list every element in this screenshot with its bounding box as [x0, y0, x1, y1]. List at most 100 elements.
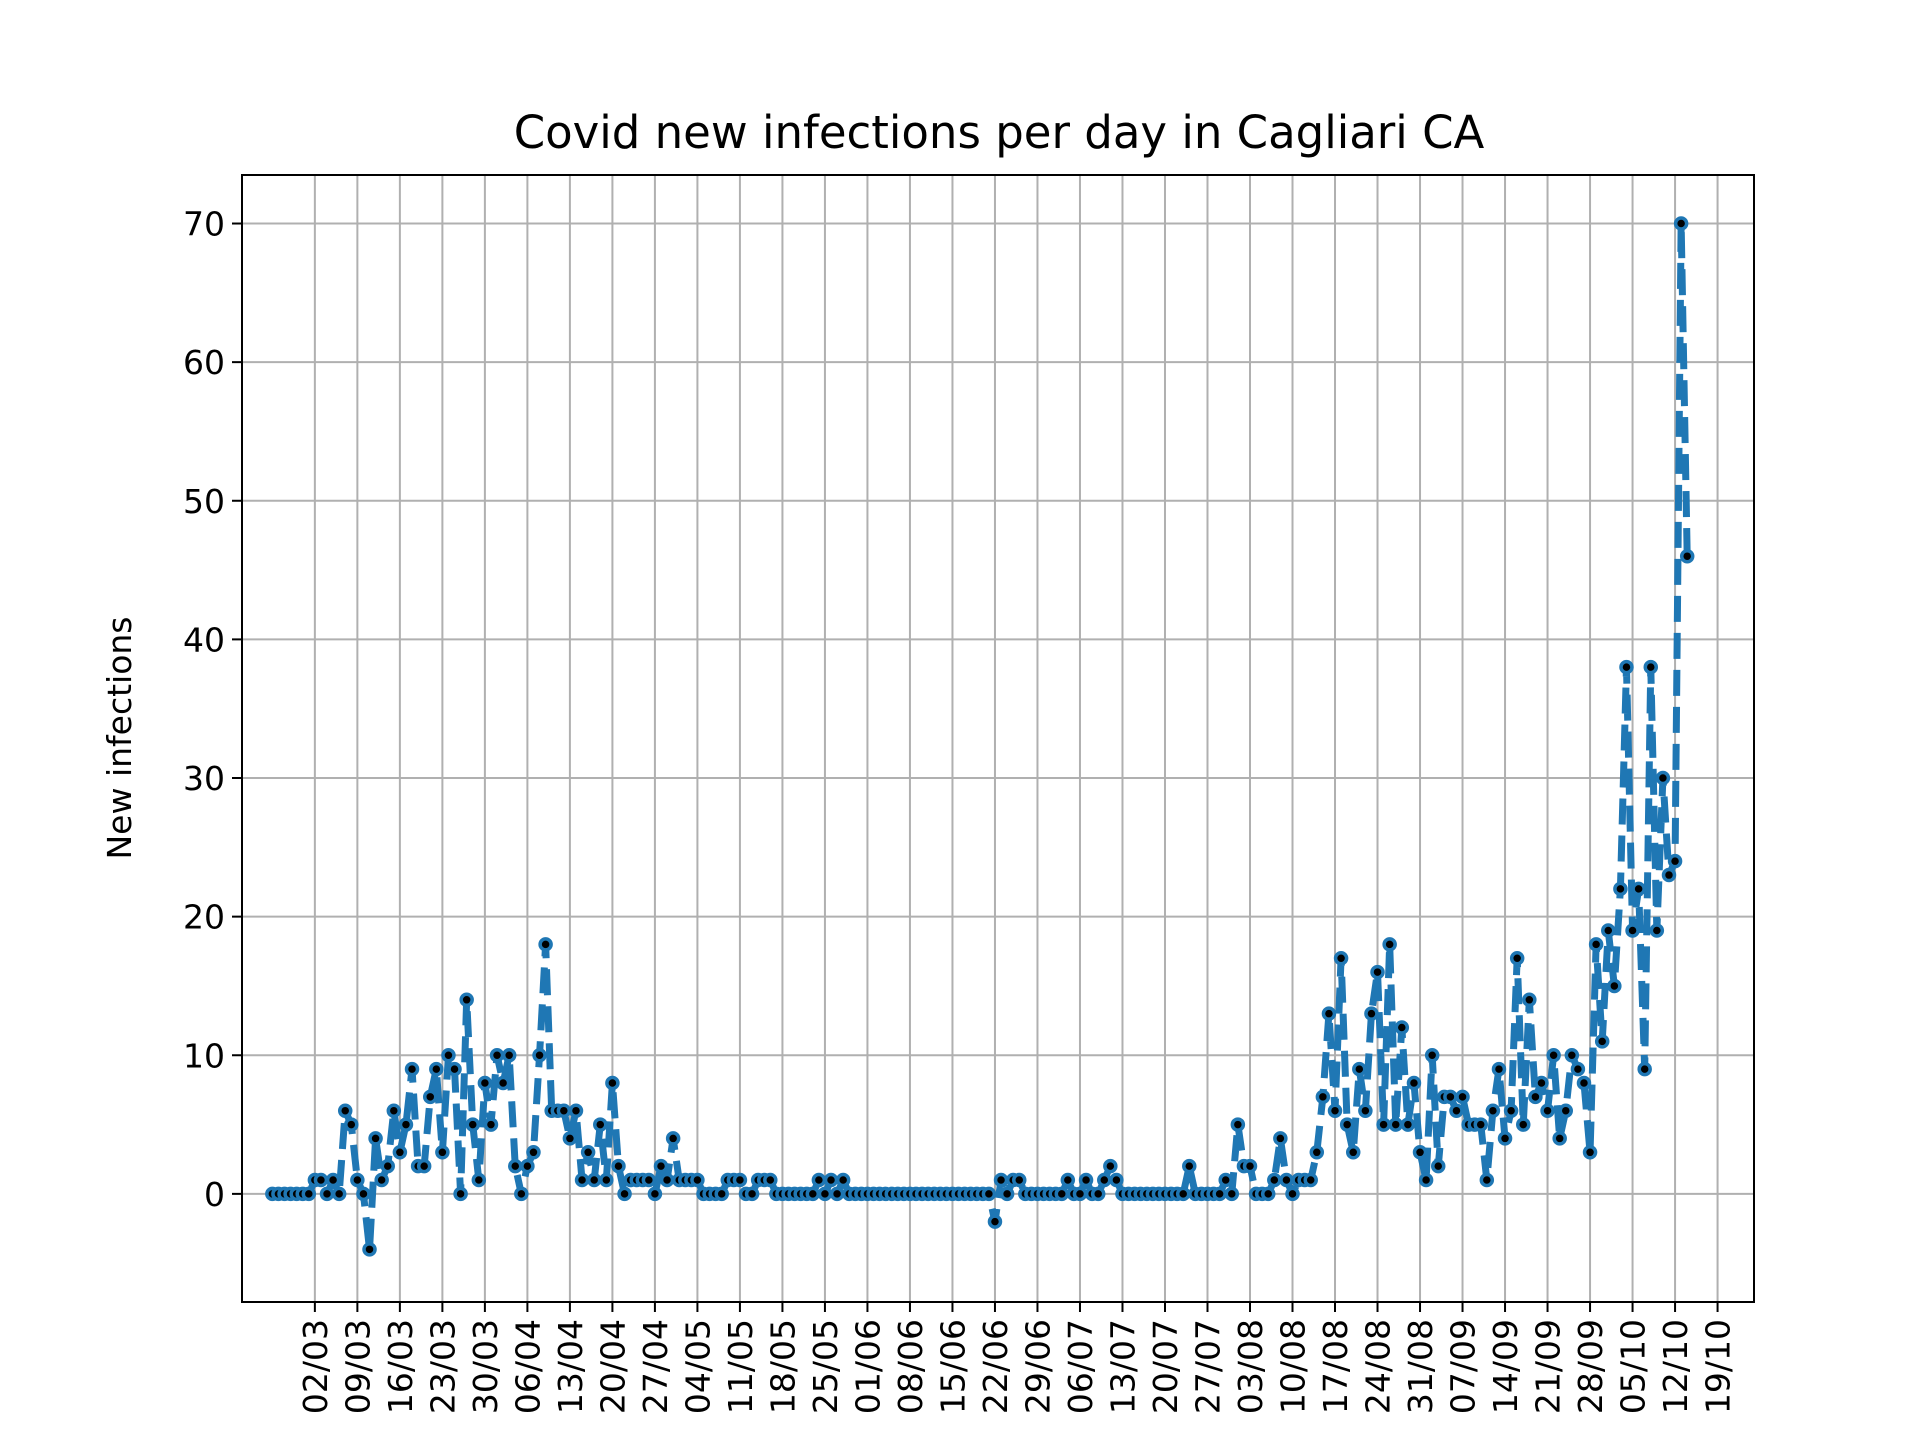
data-point [1412, 1145, 1428, 1160]
data-point [1491, 1061, 1507, 1077]
data-point [1273, 1131, 1288, 1146]
data-point [1218, 1172, 1233, 1188]
data-point [1552, 1131, 1567, 1146]
data-point [1406, 1075, 1422, 1091]
y-tick-label: 50 [183, 482, 225, 521]
data-point [1534, 1075, 1549, 1091]
data-point [763, 1172, 778, 1188]
data-point [1358, 1103, 1373, 1118]
x-tick-label: 27/07 [1188, 1319, 1227, 1414]
x-tick-label: 29/06 [1018, 1319, 1057, 1414]
data-point [538, 937, 553, 952]
data-point [605, 1075, 620, 1091]
data-point [1588, 937, 1604, 952]
x-tick-label: 10/08 [1274, 1319, 1313, 1414]
data-point [1418, 1172, 1434, 1188]
data-point [477, 1075, 493, 1091]
data-point [568, 1103, 584, 1118]
x-tick-label: 01/06 [848, 1319, 887, 1414]
data-point [823, 1172, 839, 1188]
data-point [453, 1186, 468, 1202]
data-point [520, 1158, 535, 1174]
data-point [337, 1103, 353, 1118]
x-tick-label: 13/04 [551, 1319, 590, 1414]
chart-title: Covid new infections per day in Cagliari… [514, 106, 1485, 159]
data-point [1260, 1186, 1276, 1202]
y-tick-label: 30 [183, 759, 225, 798]
x-tick-label: 05/10 [1614, 1319, 1653, 1414]
data-point [993, 1172, 1009, 1188]
x-tick-label: 24/08 [1359, 1319, 1398, 1414]
data-point [1285, 1186, 1300, 1202]
data-point [489, 1048, 505, 1063]
data-point [1430, 1158, 1446, 1174]
data-point [1230, 1117, 1246, 1132]
data-point [1054, 1186, 1070, 1202]
data-point [1546, 1048, 1561, 1063]
x-tick-label: 20/07 [1146, 1319, 1185, 1414]
data-point [1479, 1172, 1495, 1188]
data-point [1576, 1075, 1592, 1091]
x-tick-label: 06/04 [508, 1319, 547, 1414]
data-point [805, 1186, 821, 1202]
data-point [1352, 1061, 1367, 1077]
data-point [1594, 1034, 1610, 1049]
data-point [368, 1131, 383, 1146]
data-point [1090, 1186, 1106, 1202]
series-markers [265, 216, 1695, 1257]
data-point [483, 1117, 499, 1132]
data-point [811, 1172, 827, 1188]
data-point [999, 1186, 1015, 1202]
grid [242, 175, 1754, 1302]
x-tick-label: 14/09 [1486, 1319, 1525, 1414]
data-point [641, 1172, 657, 1188]
y-tick-label: 10 [183, 1036, 225, 1075]
data-point [1625, 923, 1640, 938]
data-point [1655, 770, 1671, 786]
data-point [1060, 1172, 1076, 1188]
x-tick-label: 21/09 [1529, 1319, 1568, 1414]
data-point [1224, 1186, 1240, 1202]
data-point [1673, 216, 1689, 231]
data-point [1388, 1117, 1403, 1132]
data-point [313, 1172, 329, 1188]
data-point [714, 1186, 729, 1202]
x-tick-label: 25/05 [806, 1319, 845, 1414]
data-point [380, 1158, 395, 1174]
data-point [514, 1186, 529, 1202]
x-tick-label: 18/05 [763, 1319, 802, 1414]
data-point [1503, 1103, 1519, 1118]
data-point [556, 1103, 572, 1118]
data-point [1473, 1117, 1488, 1132]
data-point [835, 1172, 851, 1188]
x-tick-label: 03/08 [1231, 1319, 1270, 1414]
data-point [1497, 1131, 1513, 1146]
data-point [1637, 1061, 1652, 1077]
data-point [1631, 881, 1646, 897]
data-point [665, 1131, 681, 1146]
data-point [1400, 1117, 1416, 1132]
y-tick-label: 60 [183, 343, 225, 382]
data-point [1339, 1117, 1355, 1132]
x-tick-label: 11/05 [721, 1319, 760, 1414]
x-tick-label: 16/03 [381, 1319, 420, 1414]
x-tick-label: 27/04 [636, 1319, 675, 1414]
x-tick-label: 17/08 [1316, 1319, 1355, 1414]
data-point [331, 1186, 347, 1202]
data-point [1309, 1145, 1325, 1160]
x-axis: 02/03 09/03 16/03 23/03 30/03 06/04 13/04 20/04… [296, 1302, 1738, 1414]
data-point [574, 1172, 590, 1188]
data-point [471, 1172, 487, 1188]
x-tick-label: 07/09 [1444, 1319, 1483, 1414]
data-point [744, 1186, 760, 1202]
y-axis: 0 10 20 30 40 50 60 70 [183, 205, 242, 1214]
data-point [1570, 1061, 1586, 1077]
data-point [429, 1061, 444, 1077]
y-tick-label: 0 [204, 1175, 225, 1214]
x-tick-label: 12/10 [1656, 1319, 1695, 1414]
data-point [447, 1061, 462, 1077]
data-point [1212, 1186, 1227, 1202]
data-point [1516, 1117, 1531, 1132]
data-point [1382, 937, 1397, 952]
plot-frame [241, 174, 1755, 1303]
